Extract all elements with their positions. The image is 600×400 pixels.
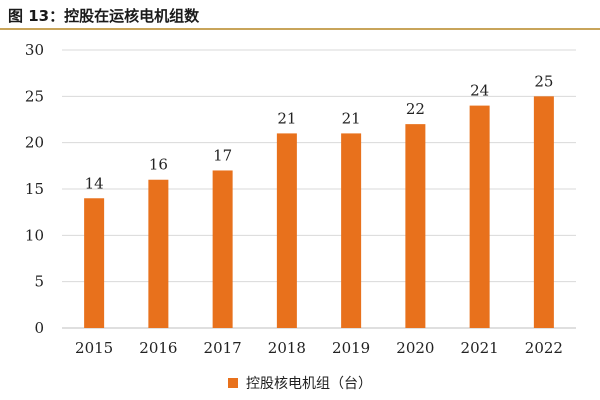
x-tick-label-2021: 2021 (461, 339, 499, 357)
x-tick-label-2022: 2022 (525, 339, 563, 357)
x-tick-label-2015: 2015 (75, 339, 113, 357)
data-label-2017: 17 (213, 146, 232, 164)
title-rule (0, 28, 600, 30)
data-label-2020: 22 (406, 100, 425, 118)
data-label-2015: 14 (85, 174, 104, 192)
y-tick-label: 15 (25, 180, 44, 198)
bar-2022 (533, 96, 554, 328)
bar-2020 (405, 124, 426, 328)
data-label-2018: 21 (277, 109, 296, 127)
data-labels: 14 16 17 21 21 22 24 25 (85, 72, 554, 192)
data-label-2016: 16 (149, 156, 168, 174)
grid-lines (62, 49, 576, 329)
x-tick-label-2016: 2016 (139, 339, 177, 357)
data-label-2022: 25 (534, 72, 553, 90)
legend-swatch (228, 378, 238, 388)
y-tick-label: 10 (25, 226, 44, 244)
x-axis-ticks: 2015 2016 2017 2018 2019 2020 2021 2022 (75, 339, 563, 357)
y-axis-ticks: 0 5 10 15 20 25 30 (25, 41, 44, 337)
data-label-2021: 24 (470, 82, 489, 100)
y-tick-label: 20 (25, 134, 44, 152)
bar-2018 (276, 133, 297, 328)
y-tick-label: 30 (25, 41, 44, 59)
bar-2017 (212, 170, 233, 328)
x-tick-label-2018: 2018 (268, 339, 306, 357)
y-tick-label: 5 (34, 273, 44, 291)
bar-2019 (341, 133, 362, 328)
x-tick-label-2020: 2020 (396, 339, 434, 357)
legend-label: 控股核电机组（台） (246, 376, 372, 392)
y-tick-label: 25 (25, 87, 44, 105)
legend: 控股核电机组（台） (228, 376, 372, 392)
figure-title: 图 13：控股在运核电机组数 (8, 7, 200, 25)
bar-2021 (469, 105, 490, 328)
y-tick-label: 0 (34, 319, 44, 337)
bar-2015 (84, 198, 105, 328)
bar-2016 (148, 179, 169, 328)
x-tick-label-2017: 2017 (204, 339, 242, 357)
data-label-2019: 21 (342, 109, 361, 127)
bars (84, 96, 554, 328)
x-tick-label-2019: 2019 (332, 339, 370, 357)
